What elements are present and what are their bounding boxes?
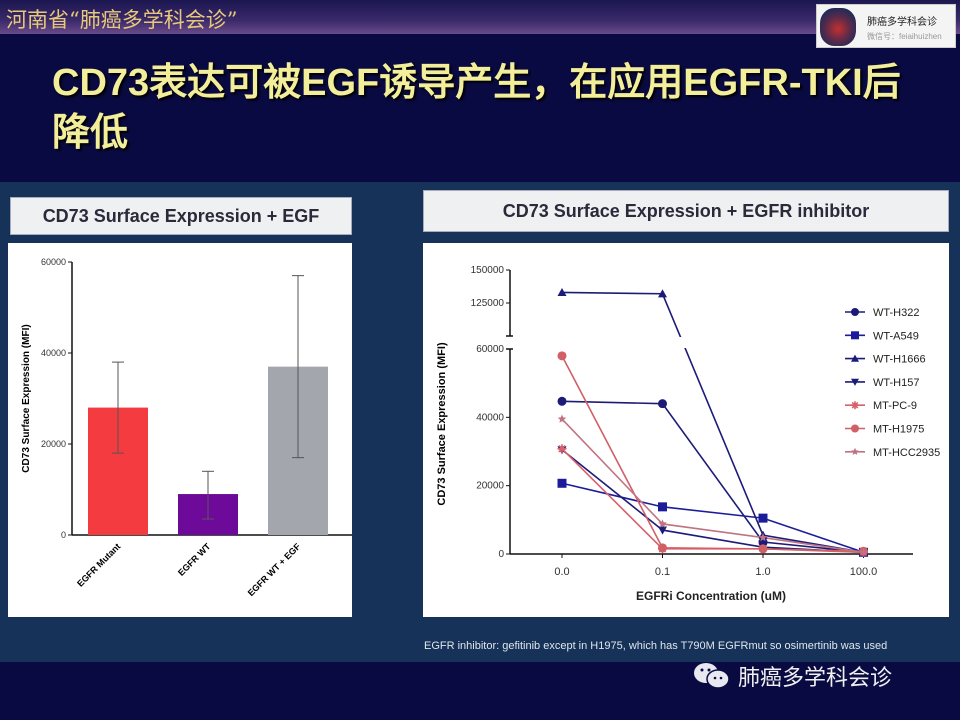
asterisk-marker bbox=[851, 401, 859, 410]
header-org: 河南省“肺癌多学科会诊” bbox=[6, 8, 238, 32]
x-tick-label: EGFR Mutant bbox=[75, 541, 122, 588]
asterisk-marker bbox=[557, 444, 567, 454]
circle-marker bbox=[658, 543, 667, 553]
x-tick-label: 1.0 bbox=[755, 566, 770, 578]
circle-marker bbox=[557, 351, 567, 361]
y-tick-label: 125000 bbox=[471, 298, 505, 309]
triangle-marker bbox=[851, 354, 859, 362]
footnote: EGFR inhibitor: gefitinib except in H197… bbox=[424, 640, 888, 652]
x-tick-label: EGFR WT + EGF bbox=[246, 541, 303, 598]
triangle-marker bbox=[557, 287, 567, 297]
y-tick-label: 60000 bbox=[41, 257, 66, 267]
square-marker bbox=[851, 331, 859, 340]
square-marker bbox=[758, 513, 768, 523]
triangle-marker bbox=[658, 289, 667, 298]
square-marker bbox=[557, 478, 567, 488]
series-line bbox=[561, 355, 864, 553]
series-line bbox=[561, 418, 864, 554]
legend-label: WT-A549 bbox=[873, 330, 919, 342]
logo-wechat-id: 微信号：feiaihuizhen bbox=[867, 32, 942, 41]
series-line bbox=[561, 482, 864, 554]
legend-label: WT-H1666 bbox=[873, 354, 926, 366]
watermark-text: 肺癌多学科会诊 bbox=[738, 665, 893, 690]
y-tick-label: 40000 bbox=[41, 348, 66, 358]
y-tick-label: 150000 bbox=[471, 265, 505, 276]
triangle-down-marker bbox=[851, 378, 859, 386]
y-tick-label: 0 bbox=[61, 530, 66, 540]
legend-label: MT-PC-9 bbox=[873, 400, 917, 412]
circle-marker bbox=[851, 308, 859, 316]
line-chart: 0 20000 40000 60000 125000 150000 0.0 0.1 1.0 100… bbox=[436, 265, 940, 603]
star-marker bbox=[658, 519, 667, 528]
star-marker bbox=[851, 447, 859, 455]
y-axis-label: CD73 Surface Expression (MFI) bbox=[436, 342, 448, 506]
legend-label: WT-H157 bbox=[873, 377, 919, 389]
bar-chart-box: 0 20000 40000 60000 CD73 Surface Expression … bbox=[8, 243, 353, 617]
star-marker bbox=[557, 414, 567, 423]
y-tick-label: 0 bbox=[498, 549, 504, 560]
x-axis-label: EGFRi Concentration (uM) bbox=[636, 589, 786, 603]
bar-chart: 0 20000 40000 60000 CD73 Surface Expression … bbox=[21, 257, 353, 598]
y-tick-label: 20000 bbox=[41, 439, 66, 449]
legend-label: MT-HCC2935 bbox=[873, 447, 940, 459]
account-logo: 肺癌多学科会诊 微信号：feiaihuizhen bbox=[816, 4, 956, 48]
right-chart-title: CD73 Surface Expression + EGFR inhibitor bbox=[423, 190, 949, 232]
x-tick-label: 0.0 bbox=[554, 566, 569, 578]
square-marker bbox=[658, 502, 667, 512]
wechat-icon bbox=[694, 663, 730, 689]
legend-label: WT-H322 bbox=[873, 307, 919, 319]
circle-marker bbox=[851, 424, 859, 433]
circle-marker bbox=[557, 396, 567, 406]
wechat-watermark: 肺癌多学科会诊 bbox=[692, 660, 892, 692]
slide-title: CD73表达可被EGF诱导产生，在应用EGFR-TKI后降低 bbox=[52, 62, 901, 154]
series-line bbox=[561, 400, 864, 554]
lung-logo-icon bbox=[820, 8, 856, 46]
line-chart-box: 0 20000 40000 60000 125000 150000 0.0 0.1 1.0 100… bbox=[423, 243, 949, 617]
x-tick-label: 0.1 bbox=[655, 566, 670, 578]
circle-marker bbox=[658, 399, 667, 409]
y-tick-label: 40000 bbox=[476, 412, 504, 423]
y-tick-label: 60000 bbox=[476, 344, 504, 355]
triangle-down-marker bbox=[658, 526, 667, 535]
left-chart-title: CD73 Surface Expression + EGF bbox=[10, 197, 352, 235]
circle-marker bbox=[758, 544, 768, 554]
x-tick-label: 100.0 bbox=[850, 566, 878, 578]
x-tick-label: EGFR WT bbox=[176, 541, 213, 578]
axis-break-gap bbox=[512, 337, 932, 348]
y-tick-label: 20000 bbox=[476, 481, 504, 492]
header-bar: 河南省“肺癌多学科会诊” bbox=[0, 0, 960, 34]
y-axis-label: CD73 Surface Expression (MFI) bbox=[21, 324, 32, 472]
legend-label: MT-H1975 bbox=[873, 424, 924, 436]
star-marker bbox=[758, 533, 768, 542]
star-marker bbox=[859, 547, 868, 556]
logo-name: 肺癌多学科会诊 bbox=[867, 17, 937, 28]
series-line bbox=[561, 291, 864, 554]
